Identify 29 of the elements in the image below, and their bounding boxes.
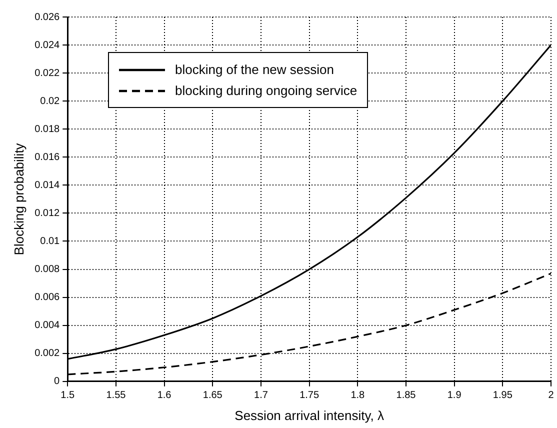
y-axis-title: Blocking probability [11,142,26,256]
y-tick-label: 0.022 [34,68,60,79]
x-tick-label: 1.7 [254,390,268,402]
y-tick-label: 0.02 [40,96,60,107]
x-tick-label: 1.8 [350,390,366,402]
y-tick-label: 0.008 [34,264,60,276]
y-tick-label: 0.026 [34,12,60,23]
y-tick-label: 0.018 [34,124,60,135]
x-tick-label: 1.85 [396,390,416,402]
x-tick-label: 1.95 [492,390,513,402]
y-tick-label: 0.004 [34,320,60,332]
y-tick-label: 0.012 [34,208,60,219]
y-tick-label: 0.002 [34,348,60,360]
x-tick-label: 1.65 [202,390,223,402]
legend-label: blocking of the new session [175,61,334,79]
y-tick-label: 0 [54,376,60,388]
legend-label: blocking during ongoing service [175,82,358,100]
x-tick-label: 1.5 [60,390,76,402]
x-tick-label: 1.75 [300,390,320,402]
x-tick-label: 2 [548,390,554,402]
x-tick-label: 1.6 [157,390,172,402]
x-axis-title: Session arrival intensity, λ [234,408,384,423]
y-tick-label: 0.006 [34,292,60,304]
y-tick-label: 0.016 [34,152,60,163]
y-tick-label: 0.014 [34,180,60,191]
y-tick-label: 0.01 [40,236,60,247]
y-tick-label: 0.024 [34,40,60,51]
x-tick-label: 1.9 [447,390,462,402]
x-tick-label: 1.55 [106,390,126,402]
